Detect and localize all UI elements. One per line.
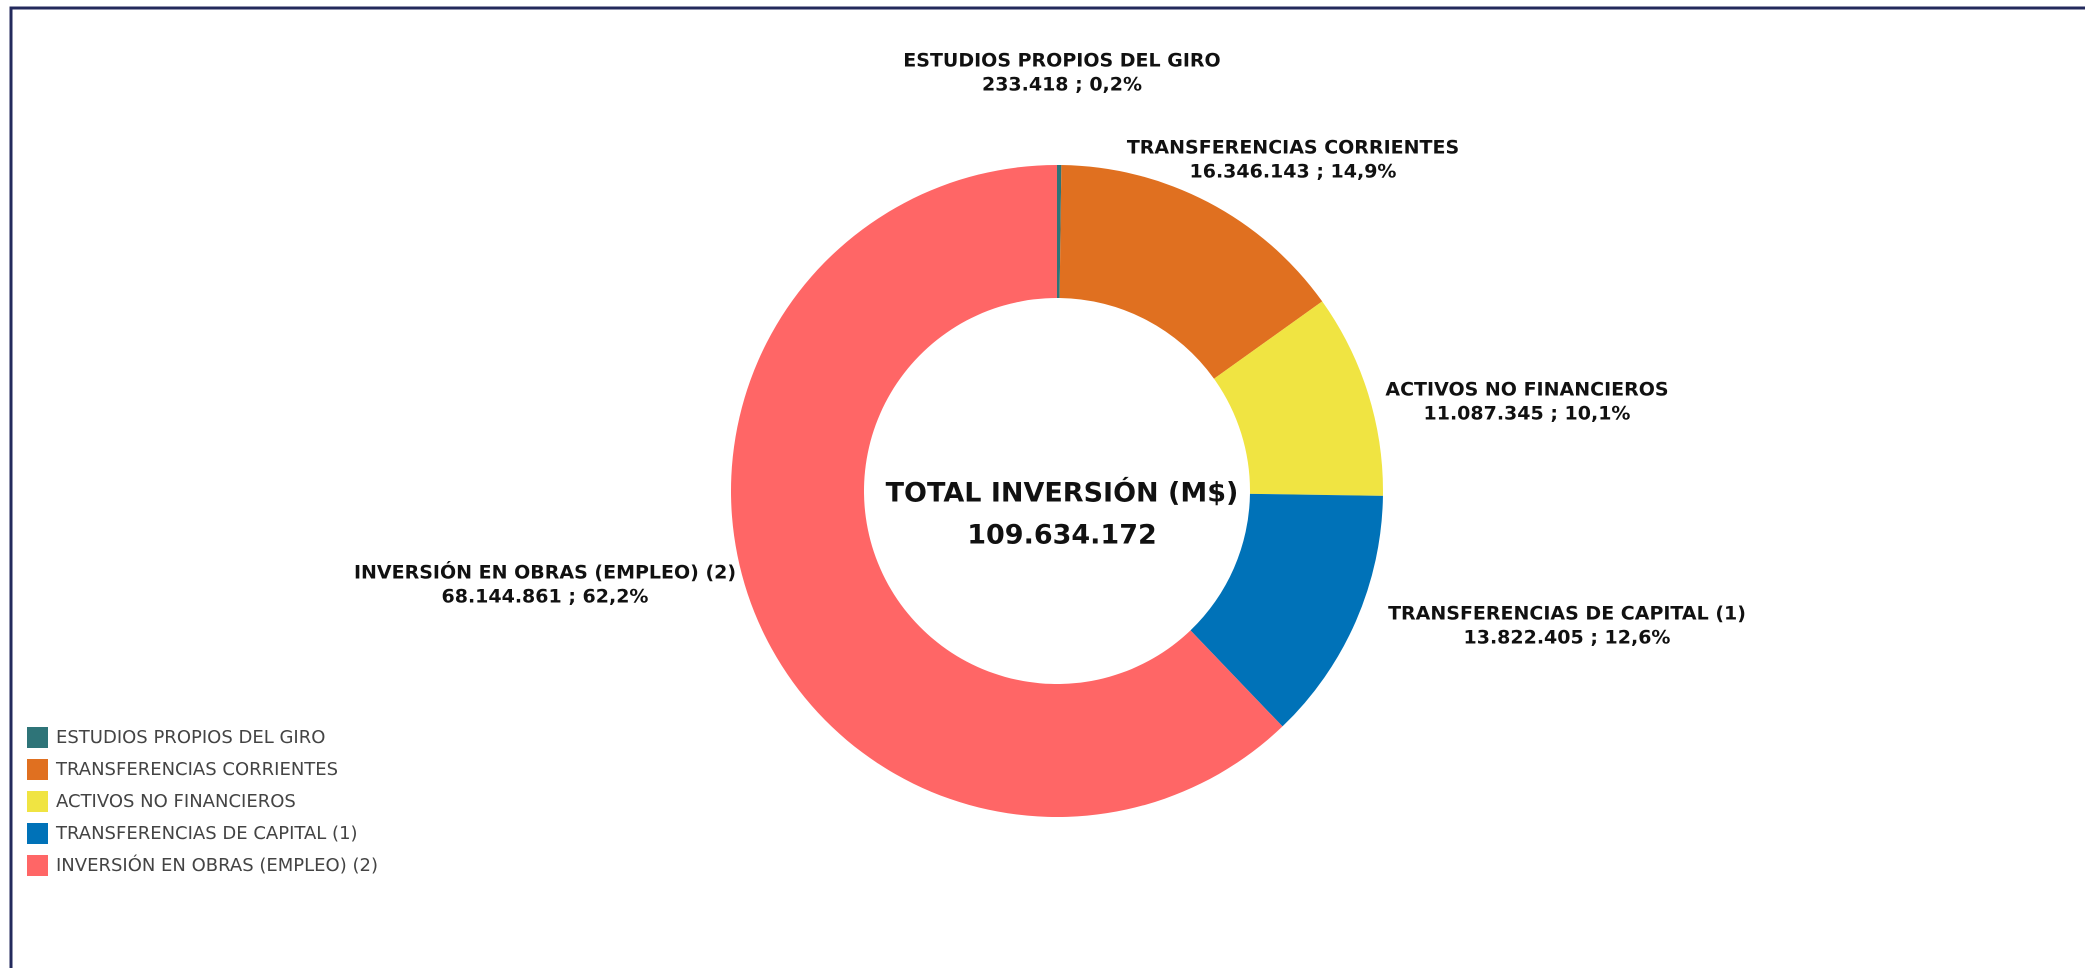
slice-label: ESTUDIOS PROPIOS DEL GIRO <box>903 50 1220 72</box>
slice-label: ACTIVOS NO FINANCIEROS <box>1385 379 1668 401</box>
slice-value-label: 16.346.143 ; 14,9% <box>1190 161 1397 183</box>
legend-swatch <box>27 727 48 748</box>
donut-slice <box>1059 165 1323 379</box>
slice-value-label: 68.144.861 ; 62,2% <box>442 586 649 608</box>
legend-swatch <box>27 759 48 780</box>
legend-label: ACTIVOS NO FINANCIEROS <box>56 791 296 812</box>
donut-slice <box>730 165 1283 818</box>
slice-value-label: 13.822.405 ; 12,6% <box>1464 627 1671 649</box>
slice-value-label: 11.087.345 ; 10,1% <box>1424 403 1631 425</box>
slice-value-label: 233.418 ; 0,2% <box>982 74 1142 96</box>
legend-label: ESTUDIOS PROPIOS DEL GIRO <box>56 727 325 748</box>
donut-slice <box>1214 301 1383 496</box>
center-value: 109.634.172 <box>967 520 1157 551</box>
donut-slice <box>1190 493 1383 727</box>
legend-label: TRANSFERENCIAS DE CAPITAL (1) <box>55 823 358 844</box>
frame <box>9 6 2085 968</box>
donut-slice <box>1057 165 1062 299</box>
slice-label: TRANSFERENCIAS CORRIENTES <box>1127 137 1459 159</box>
legend-swatch <box>27 823 48 844</box>
slice-label: TRANSFERENCIAS DE CAPITAL (1) <box>1388 603 1746 625</box>
legend-label: INVERSIÓN EN OBRAS (EMPLEO) (2) <box>56 854 378 876</box>
slice-label: INVERSIÓN EN OBRAS (EMPLEO) (2) <box>354 560 736 584</box>
legend-swatch <box>27 855 48 876</box>
legend-label: TRANSFERENCIAS CORRIENTES <box>55 759 338 780</box>
legend-swatch <box>27 791 48 812</box>
center-title: TOTAL INVERSIÓN (M$) <box>886 477 1239 509</box>
